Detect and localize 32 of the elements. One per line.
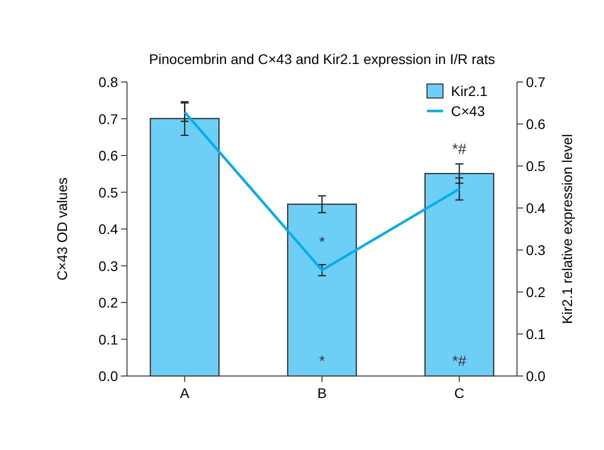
y-tick-label: 0.6 <box>98 148 118 164</box>
annotation: * <box>319 234 326 251</box>
y-tick-label: 0.3 <box>98 258 118 274</box>
y2-tick-label: 0.3 <box>526 242 546 258</box>
y-tick-label: 0.8 <box>98 74 118 90</box>
y2-tick-label: 0.2 <box>526 284 546 300</box>
y2-tick-label: 0.5 <box>526 158 546 174</box>
y-axis-title: C×43 OD values <box>54 177 70 281</box>
annotation: * <box>319 352 326 370</box>
y-tick-label: 0.5 <box>98 184 118 200</box>
chart-title: Pinocembrin and C×43 and Kir2.1 expression in I/R rats <box>149 51 495 67</box>
y2-axis-title: Kir2.1 relative expression level <box>559 134 575 324</box>
y-tick-label: 0.7 <box>98 110 118 127</box>
x-tick-label: C <box>454 385 464 401</box>
legend-label: Kir2.1 <box>451 83 488 99</box>
x-tick-label: B <box>317 385 327 401</box>
y2-tick-label: 0.1 <box>526 326 546 342</box>
bar <box>150 118 220 377</box>
y-tick-label: 0.2 <box>98 294 118 310</box>
y2-tick-label: 0.7 <box>526 74 546 90</box>
legend-label: C×43 <box>451 103 486 119</box>
y2-tick-label: 0.0 <box>526 368 546 384</box>
bar <box>424 172 494 377</box>
bar <box>287 204 357 377</box>
y-tick-label: 0.0 <box>98 368 118 384</box>
y-tick-label: 0.4 <box>98 221 118 237</box>
y2-tick-label: 0.4 <box>526 200 546 216</box>
x-tick-label: A <box>180 385 190 401</box>
y2-tick-label: 0.6 <box>526 116 546 132</box>
annotation: *# <box>452 352 468 370</box>
y-tick-label: 0.1 <box>98 331 118 348</box>
annotation: *# <box>452 141 468 158</box>
